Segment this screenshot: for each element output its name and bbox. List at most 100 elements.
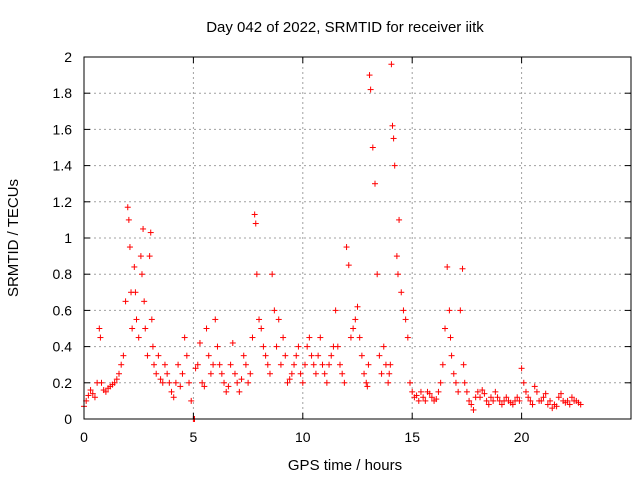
data-point xyxy=(522,388,529,395)
data-point xyxy=(498,401,505,408)
data-point xyxy=(361,370,368,377)
data-point xyxy=(435,388,442,395)
data-point xyxy=(444,263,451,270)
y-tick-label: 1 xyxy=(64,230,72,246)
data-point xyxy=(264,361,271,368)
y-tick-label: 0.6 xyxy=(53,302,73,318)
data-point xyxy=(212,316,219,323)
data-point xyxy=(97,334,104,341)
data-point xyxy=(336,361,343,368)
data-point xyxy=(391,162,398,169)
data-point xyxy=(402,316,409,323)
data-point xyxy=(457,307,464,314)
data-point xyxy=(306,334,313,341)
data-point xyxy=(91,394,98,401)
data-point xyxy=(203,325,210,332)
data-point xyxy=(218,370,225,377)
data-point xyxy=(487,394,494,401)
data-point xyxy=(422,397,429,404)
data-point xyxy=(452,379,459,386)
data-point xyxy=(347,334,354,341)
data-point xyxy=(529,401,536,408)
data-point xyxy=(149,343,156,350)
data-point xyxy=(321,370,328,377)
data-point xyxy=(564,397,571,404)
data-point xyxy=(394,271,401,278)
y-tick-label: 1.8 xyxy=(53,85,73,101)
data-point xyxy=(186,379,193,386)
chart-title: Day 042 of 2022, SRMTID for receiver iit… xyxy=(206,19,484,36)
data-point xyxy=(234,379,241,386)
data-point xyxy=(557,390,564,397)
data-point xyxy=(161,361,168,368)
data-point xyxy=(271,307,278,314)
data-point xyxy=(553,403,560,410)
data-point xyxy=(229,339,236,346)
data-point xyxy=(350,325,357,332)
data-point xyxy=(407,379,414,386)
data-point xyxy=(144,352,151,359)
data-point xyxy=(393,253,400,260)
data-point xyxy=(151,361,158,368)
data-point xyxy=(153,370,160,377)
x-tick-label: 20 xyxy=(514,429,530,445)
data-point xyxy=(352,316,359,323)
data-point xyxy=(141,298,148,305)
data-point xyxy=(286,376,293,383)
data-point xyxy=(358,352,365,359)
data-point xyxy=(369,144,376,151)
data-point xyxy=(251,211,258,218)
y-tick-label: 2 xyxy=(64,49,72,65)
data-point xyxy=(555,394,562,401)
data-point xyxy=(207,370,214,377)
data-point xyxy=(404,334,411,341)
data-point xyxy=(125,216,132,223)
data-point xyxy=(188,397,195,404)
data-point xyxy=(426,390,433,397)
data-point xyxy=(544,401,551,408)
data-point xyxy=(417,388,424,395)
data-point xyxy=(459,265,466,272)
data-point xyxy=(293,352,300,359)
data-point xyxy=(494,394,501,401)
data-point xyxy=(284,379,291,386)
data-point xyxy=(481,390,488,397)
data-point xyxy=(247,370,254,377)
data-point xyxy=(437,379,444,386)
data-point xyxy=(166,379,173,386)
data-point xyxy=(148,316,155,323)
y-tick-label: 0 xyxy=(64,411,72,427)
data-point xyxy=(549,405,556,412)
data-point xyxy=(400,307,407,314)
data-point xyxy=(527,397,534,404)
data-point xyxy=(221,379,228,386)
data-point xyxy=(356,334,363,341)
data-point xyxy=(205,352,212,359)
axis-ticks xyxy=(83,56,631,420)
data-point xyxy=(479,387,486,394)
data-point xyxy=(273,343,280,350)
data-point xyxy=(147,229,154,236)
data-point xyxy=(87,387,94,394)
data-point xyxy=(210,361,217,368)
data-point xyxy=(315,352,322,359)
y-tick-label: 1.4 xyxy=(53,158,73,174)
data-point xyxy=(509,401,516,408)
data-point xyxy=(366,72,373,79)
data-point xyxy=(179,370,186,377)
data-point xyxy=(378,370,385,377)
data-point xyxy=(343,244,350,251)
data-point xyxy=(439,361,446,368)
data-point xyxy=(531,383,538,390)
data-point xyxy=(146,253,153,260)
y-tick-labels: 0 0.2 0.4 0.6 0.8 1 1.2 1.4 1.6 1.8 2 xyxy=(53,49,73,427)
data-point xyxy=(409,388,416,395)
data-point xyxy=(132,289,139,296)
data-point xyxy=(398,289,405,296)
data-point xyxy=(413,392,420,399)
data-point xyxy=(164,370,171,377)
data-point xyxy=(258,325,265,332)
data-point xyxy=(301,361,308,368)
data-point xyxy=(280,334,287,341)
data-point xyxy=(98,379,105,386)
